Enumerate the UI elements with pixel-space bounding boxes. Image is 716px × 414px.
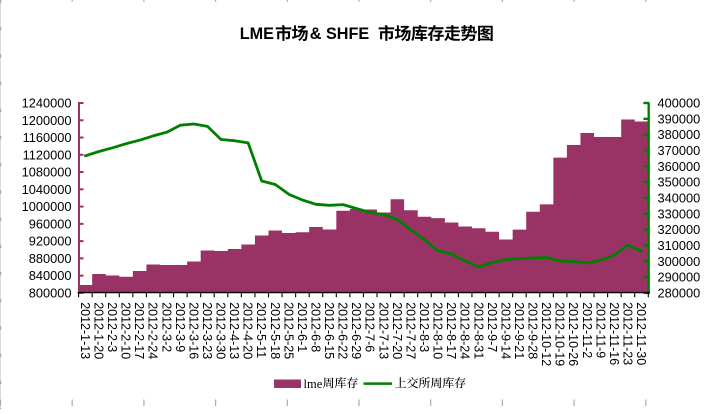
svg-text:880000: 880000 <box>29 251 72 266</box>
svg-text:2012-11-2: 2012-11-2 <box>580 302 594 358</box>
svg-text:310000: 310000 <box>658 238 701 253</box>
svg-text:1160000: 1160000 <box>23 130 72 145</box>
svg-text:800000: 800000 <box>29 285 72 300</box>
svg-text:2012-5-25: 2012-5-25 <box>281 302 295 359</box>
svg-text:330000: 330000 <box>658 206 701 221</box>
svg-text:1200000: 1200000 <box>22 113 72 128</box>
svg-text:290000: 290000 <box>658 270 701 285</box>
svg-text:2012-2-3: 2012-2-3 <box>105 302 119 352</box>
svg-text:lme: lme <box>304 377 323 391</box>
svg-text:380000: 380000 <box>658 127 701 142</box>
svg-text:2012-1-20: 2012-1-20 <box>91 302 105 359</box>
svg-text:2012-11-9: 2012-11-9 <box>593 302 607 358</box>
svg-text:2012-3-23: 2012-3-23 <box>200 302 214 359</box>
svg-text:2012-3-16: 2012-3-16 <box>186 302 200 359</box>
svg-text:2012-10-19: 2012-10-19 <box>553 302 567 366</box>
svg-text:2012-4-13: 2012-4-13 <box>227 302 241 359</box>
svg-text:300000: 300000 <box>658 254 701 269</box>
svg-text:2012-5-18: 2012-5-18 <box>268 302 282 359</box>
svg-text:LME: LME <box>240 25 274 43</box>
svg-text:2012-9-28: 2012-9-28 <box>526 302 540 359</box>
svg-text:390000: 390000 <box>658 111 701 126</box>
svg-text:2012-10-12: 2012-10-12 <box>539 302 553 366</box>
svg-text:1000000: 1000000 <box>22 199 72 214</box>
svg-text:2012-11-16: 2012-11-16 <box>607 302 621 365</box>
svg-text:2012-6-1: 2012-6-1 <box>295 302 309 352</box>
svg-text:2012-9-14: 2012-9-14 <box>498 302 512 359</box>
svg-text:2012-6-29: 2012-6-29 <box>349 302 363 359</box>
svg-text:1040000: 1040000 <box>22 182 72 197</box>
svg-text:2012-10-26: 2012-10-26 <box>566 302 580 366</box>
svg-text:2012-2-17: 2012-2-17 <box>132 302 146 359</box>
svg-text:840000: 840000 <box>29 268 72 283</box>
svg-text:2012-11-30: 2012-11-30 <box>634 302 648 365</box>
svg-text:2012-8-24: 2012-8-24 <box>458 302 472 359</box>
svg-text:2012-3-9: 2012-3-9 <box>173 302 187 352</box>
svg-text:2012-7-20: 2012-7-20 <box>390 302 404 359</box>
svg-text:2012-1-13: 2012-1-13 <box>78 302 92 359</box>
svg-text:2012-7-27: 2012-7-27 <box>403 302 417 359</box>
svg-text:2012-8-17: 2012-8-17 <box>444 302 458 359</box>
svg-text:1120000: 1120000 <box>23 147 72 162</box>
svg-text:1240000: 1240000 <box>22 96 72 111</box>
svg-text:2012-6-8: 2012-6-8 <box>308 302 322 352</box>
svg-text:370000: 370000 <box>658 143 701 158</box>
svg-text:2012-2-24: 2012-2-24 <box>146 302 160 359</box>
svg-text:& SHFE: & SHFE <box>310 25 370 43</box>
svg-text:2012-8-10: 2012-8-10 <box>431 302 445 359</box>
svg-text:2012-7-6: 2012-7-6 <box>363 302 377 352</box>
svg-text:2012-6-15: 2012-6-15 <box>322 302 336 359</box>
svg-text:2012-3-2: 2012-3-2 <box>159 302 173 352</box>
svg-text:2012-8-3: 2012-8-3 <box>417 302 431 352</box>
svg-text:1080000: 1080000 <box>22 165 72 180</box>
svg-text:2012-11-23: 2012-11-23 <box>620 302 634 365</box>
svg-text:2012-4-20: 2012-4-20 <box>241 302 255 359</box>
svg-text:2012-7-13: 2012-7-13 <box>376 302 390 359</box>
svg-text:320000: 320000 <box>658 222 701 237</box>
svg-text:2012-3-30: 2012-3-30 <box>214 302 228 359</box>
svg-text:920000: 920000 <box>29 234 72 249</box>
svg-text:2012-6-22: 2012-6-22 <box>336 302 350 359</box>
svg-text:2012-9-7: 2012-9-7 <box>485 302 499 352</box>
svg-text:400000: 400000 <box>658 96 701 111</box>
svg-text:2012-2-10: 2012-2-10 <box>119 302 133 359</box>
svg-text:340000: 340000 <box>658 190 701 205</box>
svg-text:350000: 350000 <box>658 175 701 190</box>
svg-text:280000: 280000 <box>658 285 701 300</box>
svg-text:2012-5-11: 2012-5-11 <box>254 302 268 358</box>
svg-text:360000: 360000 <box>658 159 701 174</box>
svg-text:2012-9-21: 2012-9-21 <box>512 302 526 359</box>
svg-text:960000: 960000 <box>29 216 72 231</box>
svg-text:2012-8-31: 2012-8-31 <box>471 302 485 359</box>
